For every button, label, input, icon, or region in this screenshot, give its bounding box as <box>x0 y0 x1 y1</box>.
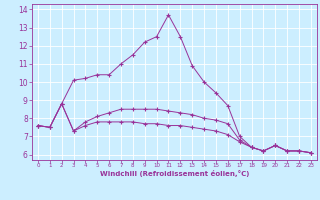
X-axis label: Windchill (Refroidissement éolien,°C): Windchill (Refroidissement éolien,°C) <box>100 170 249 177</box>
